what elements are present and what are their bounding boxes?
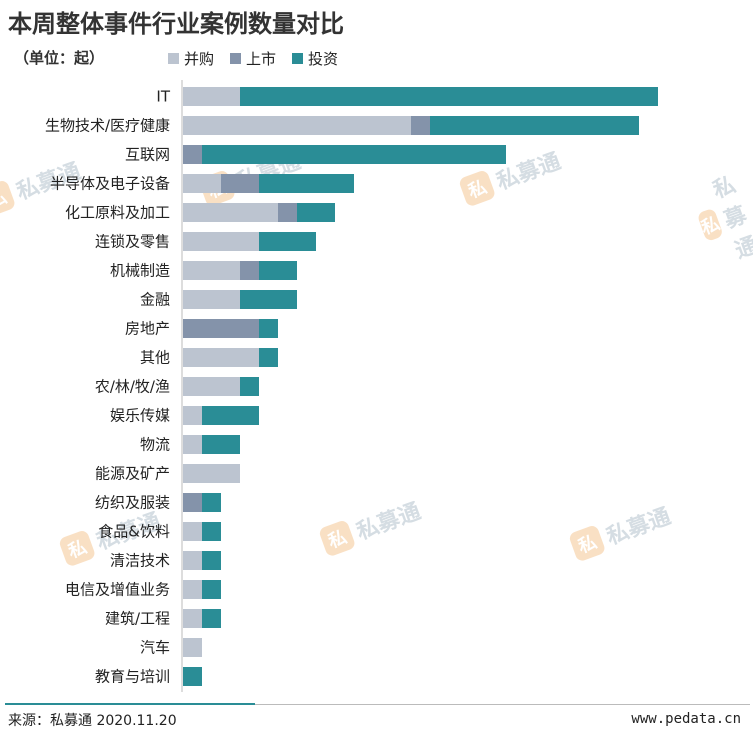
bar-segment-investment bbox=[297, 203, 335, 222]
category-label: 房地产 bbox=[125, 320, 170, 338]
bar-segment-investment bbox=[202, 435, 240, 454]
bar-segment-investment bbox=[202, 551, 221, 570]
bar-segment-merger bbox=[183, 551, 202, 570]
bar-segment-merger bbox=[183, 435, 202, 454]
legend-swatch-ipo bbox=[230, 53, 242, 64]
category-label: 化工原料及加工 bbox=[65, 204, 170, 222]
legend-item-merger: 并购 bbox=[168, 48, 214, 69]
legend-swatch-investment bbox=[292, 53, 304, 64]
bar-segment-merger bbox=[183, 116, 411, 135]
category-label: 能源及矿产 bbox=[95, 465, 170, 483]
bar-segment-investment bbox=[202, 406, 259, 425]
category-label: 纺织及服装 bbox=[95, 494, 170, 512]
category-label: IT bbox=[156, 88, 170, 106]
category-label: 连锁及零售 bbox=[95, 233, 170, 251]
unit-label: （单位：起） bbox=[14, 49, 105, 67]
bar-segment-investment bbox=[202, 609, 221, 628]
category-label: 农/林/牧/渔 bbox=[95, 378, 170, 396]
bar-segment-merger bbox=[183, 232, 259, 251]
category-label: 清洁技术 bbox=[110, 552, 170, 570]
bar-segment-merger bbox=[183, 348, 259, 367]
bar-segment-merger bbox=[183, 406, 202, 425]
legend: 并购 上市 投资 bbox=[168, 48, 354, 69]
bar-segment-merger bbox=[183, 580, 202, 599]
bar-segment-merger bbox=[183, 174, 221, 193]
category-label: 机械制造 bbox=[110, 262, 170, 280]
bar-segment-merger bbox=[183, 522, 202, 541]
bar-segment-ipo bbox=[183, 493, 202, 512]
bar-segment-investment bbox=[430, 116, 639, 135]
bar-segment-merger bbox=[183, 203, 278, 222]
bar-segment-investment bbox=[259, 319, 278, 338]
legend-item-ipo: 上市 bbox=[230, 48, 276, 69]
bar-segment-investment bbox=[259, 232, 316, 251]
legend-item-investment: 投资 bbox=[292, 48, 338, 69]
bar-segment-ipo bbox=[221, 174, 259, 193]
bar-segment-investment bbox=[259, 261, 297, 280]
bar-segment-investment bbox=[259, 348, 278, 367]
bar-segment-merger bbox=[183, 464, 240, 483]
bar-segment-merger bbox=[183, 87, 240, 106]
bar-segment-investment bbox=[259, 174, 354, 193]
bar-segment-investment bbox=[240, 290, 297, 309]
bar-segment-merger bbox=[183, 261, 240, 280]
category-label: 电信及增值业务 bbox=[65, 581, 170, 599]
footer-accent-line bbox=[5, 703, 255, 705]
stacked-bar-chart: IT 生物技术/医疗健康互联网半导体及电子设备化工原料及加工连锁及零售机械制造金融… bbox=[45, 80, 658, 692]
bar-segment-ipo bbox=[278, 203, 297, 222]
bar-segment-ipo bbox=[183, 145, 202, 164]
site-url: www.pedata.cn bbox=[631, 711, 741, 727]
legend-label-merger: 并购 bbox=[184, 50, 215, 68]
bar-segment-merger bbox=[183, 609, 202, 628]
bar-segment-ipo bbox=[411, 116, 430, 135]
category-label: 汽车 bbox=[140, 639, 170, 657]
category-label: 物流 bbox=[140, 436, 170, 454]
footer-divider bbox=[5, 704, 750, 705]
bar-segment-ipo bbox=[183, 319, 259, 338]
source-note: 来源：私募通 2020.11.20 bbox=[8, 713, 177, 729]
bar-segment-investment bbox=[202, 493, 221, 512]
category-label: 金融 bbox=[140, 291, 170, 309]
bar-segment-merger bbox=[183, 377, 240, 396]
bar-segment-investment bbox=[202, 580, 221, 599]
category-label: 食品&饮料 bbox=[98, 523, 170, 541]
category-label: 其他 bbox=[140, 349, 170, 367]
bar-segment-investment bbox=[202, 522, 221, 541]
category-label: 建筑/工程 bbox=[105, 610, 170, 628]
bar-segment-investment bbox=[202, 145, 506, 164]
bar-segment-merger bbox=[183, 290, 240, 309]
legend-label-ipo: 上市 bbox=[246, 50, 277, 68]
legend-label-investment: 投资 bbox=[308, 50, 339, 68]
bar-segment-merger bbox=[183, 638, 202, 657]
bar-segment-investment bbox=[240, 377, 259, 396]
bar-segment-investment bbox=[183, 667, 202, 686]
bar-segment-investment bbox=[240, 87, 658, 106]
bar-segment-ipo bbox=[240, 261, 259, 280]
category-label: 半导体及电子设备 bbox=[50, 175, 170, 193]
category-label: 教育与培训 bbox=[95, 668, 170, 686]
category-label: 生物技术/医疗健康 bbox=[45, 117, 170, 135]
category-label: 互联网 bbox=[125, 146, 170, 164]
chart-title: 本周整体事件行业案例数量对比 bbox=[8, 10, 344, 38]
category-label: 娱乐传媒 bbox=[110, 407, 170, 425]
legend-swatch-merger bbox=[168, 53, 179, 64]
